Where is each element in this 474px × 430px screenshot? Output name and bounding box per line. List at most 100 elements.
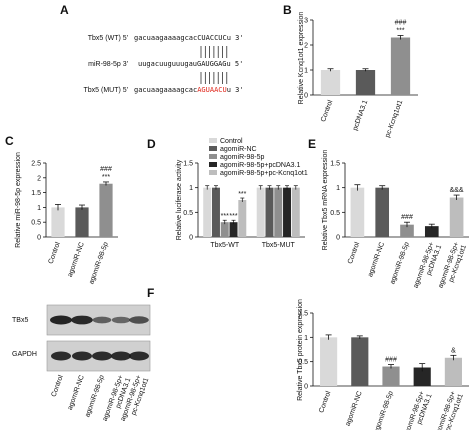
legend-label: agomiR-98-5p+pc-Kcnq1ot1 — [220, 170, 308, 177]
blot-band-gapdh — [111, 351, 131, 361]
legend: ControlagomiR-NCagomiR-98-5pagomiR-98-5p… — [209, 138, 308, 177]
bar — [444, 357, 462, 386]
blot-band-tbx5 — [111, 316, 131, 324]
y-tick-label: 0.5 — [330, 210, 340, 217]
legend-label: agomiR-98-5p — [220, 154, 264, 161]
bar — [320, 70, 341, 95]
y-tick-label: 1 — [336, 185, 340, 192]
panel-label-d: D — [147, 137, 156, 151]
legend-swatch — [209, 138, 217, 143]
blot-label-tbx5: TBx5 — [12, 317, 28, 324]
significance-label: ### — [385, 357, 397, 364]
y-axis-label: Relative miR-98-5p expression — [15, 152, 22, 248]
seq-mir: uugacuuguuugauGAUGGAGu 5' — [138, 60, 243, 68]
seq-mut: gacuaagaaaagcacAGUAACUu 3' — [134, 86, 244, 94]
y-tick-label: 0 — [304, 93, 308, 100]
significance-label: &&& — [450, 187, 464, 194]
blot-band-gapdh — [92, 351, 112, 361]
blot-band-tbx5 — [71, 315, 93, 325]
bar — [265, 187, 274, 237]
y-tick-label: 0 — [336, 235, 340, 242]
panel-label-a: A — [60, 3, 69, 17]
category-label: agomiR-NC — [367, 241, 386, 278]
category-label: agomiR-98-5p — [373, 390, 395, 430]
y-tick-label: 0.5 — [298, 359, 308, 366]
category-label: Tbx5-MUT — [262, 242, 296, 249]
y-tick-label: 0 — [304, 384, 308, 391]
legend-swatch — [209, 154, 217, 159]
legend-swatch — [209, 170, 217, 175]
base-pair-lines-bottom — [200, 72, 228, 84]
bar — [238, 200, 247, 237]
bar — [220, 222, 229, 237]
bar — [382, 366, 400, 386]
blot-lane-label: agomiR-NC — [67, 374, 86, 411]
y-axis-label: Relative Tbx5 mRNA expression — [322, 150, 329, 251]
y-tick-label: 1.5 — [298, 311, 308, 318]
bar — [283, 187, 292, 237]
bar — [413, 367, 431, 386]
panel-label-c: C — [5, 134, 14, 148]
bar — [51, 207, 65, 237]
y-axis-label: Relative luciferase activity — [176, 159, 183, 240]
y-tick-label: 3 — [304, 18, 308, 25]
blot-lane-labels: Control agomiR-NCagomiR-98-5pagomiR-98-5p… — [51, 374, 151, 422]
bar — [211, 187, 220, 237]
bar — [375, 187, 390, 237]
category-label: Tbx5-WT — [210, 242, 240, 249]
seq-name-mut: Tbx5 (MUT) 5' — [83, 87, 128, 94]
seq-name-wt: Tbx5 (WT) 5' — [88, 35, 128, 42]
y-tick-label: 1 — [304, 335, 308, 342]
blot-lane-label: Control — [51, 374, 65, 398]
significance-label: & — [451, 347, 456, 354]
category-label: pc-Kcnq1ot1 — [384, 99, 404, 138]
y-tick-label: 0.5 — [183, 210, 193, 217]
blot-band-tbx5 — [129, 316, 149, 324]
significance-label: *** — [238, 191, 246, 198]
y-tick-label: 0 — [37, 235, 41, 242]
category-label: agomiR-98-5p — [88, 241, 110, 285]
y-tick-label: 1.5 — [183, 161, 193, 168]
bar — [75, 207, 89, 237]
seq-name-mir: miR-98-5p 3' — [88, 61, 128, 68]
bar — [350, 187, 365, 237]
y-tick-label: 2.5 — [31, 161, 41, 168]
seq-wt: gacuaagaaaagcacCUACCUCu 3' — [134, 34, 244, 42]
bar — [99, 183, 113, 237]
bar — [400, 224, 414, 237]
blot-band-gapdh — [72, 351, 92, 361]
category-label: agomiR-NC — [67, 241, 86, 278]
y-tick-label: 2 — [304, 43, 308, 50]
bar — [449, 197, 464, 237]
blot-band-tbx5 — [92, 316, 112, 324]
bar — [274, 187, 283, 237]
y-tick-label: 1.5 — [330, 161, 340, 168]
significance-label: *** — [229, 213, 237, 220]
category-label: agomiR-98-5p — [389, 241, 411, 285]
category-label: pcDNA3.1 — [352, 99, 370, 131]
legend-label: Control — [220, 138, 243, 145]
blot-lane-label: agomiR-98-5p — [84, 374, 106, 418]
panel-label-f: F — [147, 286, 154, 300]
category-label: Control — [347, 241, 361, 265]
significance-label: ### — [401, 214, 413, 221]
legend-swatch — [209, 146, 217, 151]
bar — [355, 70, 376, 95]
significance-label: ### *** — [100, 166, 112, 181]
blot-band-gapdh — [51, 351, 71, 361]
category-label: Control — [48, 241, 62, 265]
y-tick-label: 0 — [189, 235, 193, 242]
category-label: Control — [318, 390, 332, 414]
blot-band-gapdh — [129, 351, 149, 361]
y-tick-label: 1 — [37, 205, 41, 212]
y-tick-label: 1 — [189, 185, 193, 192]
base-pair-lines-top — [200, 46, 228, 58]
category-label: agomiR-98-5p+pc-Kcnq1ot1 — [434, 390, 465, 430]
category-label: Control — [320, 99, 334, 123]
bar — [320, 337, 338, 386]
